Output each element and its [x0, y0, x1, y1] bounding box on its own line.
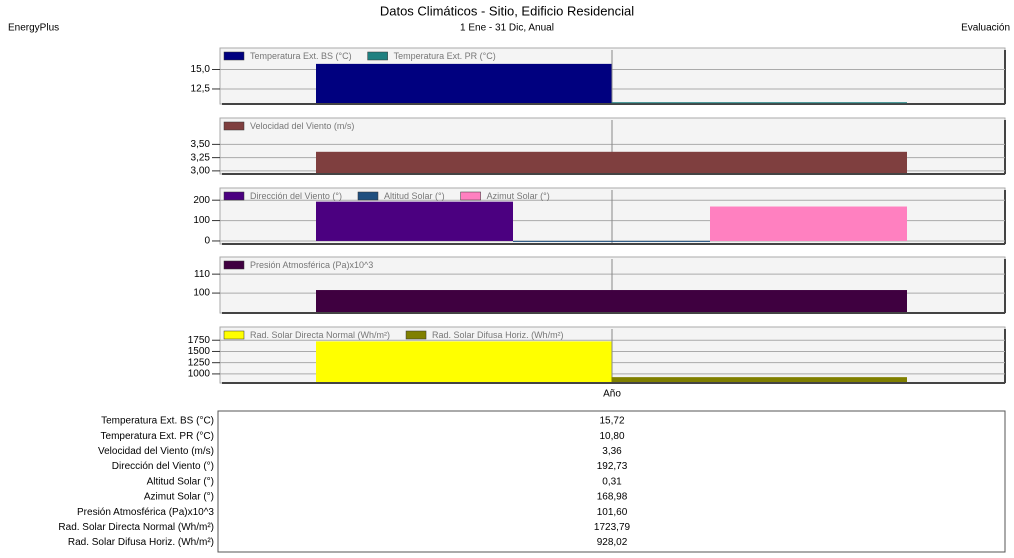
y-tick-label: 100 — [193, 215, 210, 226]
row-value: 101,60 — [597, 507, 628, 518]
y-tick-label: 1000 — [188, 369, 211, 380]
bar — [316, 290, 907, 312]
bar — [611, 377, 907, 382]
table-box — [217, 410, 1006, 553]
legend-swatch — [223, 330, 245, 340]
y-tick-label: 3,00 — [191, 166, 211, 177]
legend-label: Velocidad del Viento (m/s) — [250, 121, 354, 131]
y-tick-label: 1250 — [188, 357, 211, 368]
legend-swatch — [223, 121, 245, 131]
legend-swatch — [405, 330, 427, 340]
x-axis-label: Año — [603, 389, 621, 400]
row-value: 3,36 — [602, 446, 622, 457]
legend-swatch — [223, 260, 245, 270]
legend-label: Altitud Solar (°) — [384, 191, 445, 201]
legend-label: Dirección del Viento (°) — [250, 191, 342, 201]
row-value: 10,80 — [599, 431, 624, 442]
y-tick-label: 3,50 — [191, 139, 211, 150]
legend-label: Rad. Solar Directa Normal (Wh/m²) — [250, 330, 390, 340]
row-label: Rad. Solar Difusa Horiz. (Wh/m²) — [68, 537, 214, 548]
row-label: Rad. Solar Directa Normal (Wh/m²) — [58, 522, 214, 533]
row-label: Presión Atmosférica (Pa)x10^3 — [77, 507, 214, 518]
title: Datos Climáticos - Sitio, Edificio Resid… — [380, 3, 634, 18]
bar — [710, 206, 907, 241]
row-value: 168,98 — [597, 492, 628, 503]
legend-swatch — [357, 191, 379, 201]
legend-swatch — [367, 51, 388, 61]
subtitle: 1 Ene - 31 Dic, Anual — [460, 23, 554, 34]
bar — [316, 341, 612, 382]
row-value: 1723,79 — [594, 522, 631, 533]
legend-swatch — [223, 51, 245, 61]
legend-swatch — [460, 191, 481, 201]
row-label: Temperatura Ext. PR (°C) — [101, 431, 214, 442]
row-label: Azimut Solar (°) — [144, 492, 214, 503]
y-tick-label: 200 — [193, 195, 210, 206]
row-value: 928,02 — [597, 537, 628, 548]
row-value: 192,73 — [597, 461, 628, 472]
row-label: Dirección del Viento (°) — [112, 461, 214, 472]
row-label: Temperatura Ext. BS (°C) — [101, 416, 214, 427]
report-name: Evaluación — [961, 23, 1010, 34]
bar — [316, 201, 513, 241]
app-name: EnergyPlus — [8, 23, 59, 34]
row-label: Velocidad del Viento (m/s) — [98, 446, 214, 457]
y-tick-label: 3,25 — [191, 152, 211, 163]
legend-swatch — [223, 191, 245, 201]
y-tick-label: 100 — [193, 288, 210, 299]
row-value: 0,31 — [602, 476, 622, 487]
legend-label: Azimut Solar (°) — [487, 191, 550, 201]
bar — [316, 63, 612, 103]
y-tick-label: 12,5 — [191, 84, 211, 95]
row-value: 15,72 — [599, 416, 624, 427]
y-tick-label: 110 — [194, 269, 210, 280]
legend-label: Presión Atmosférica (Pa)x10^3 — [250, 260, 373, 270]
y-tick-label: 0 — [204, 236, 210, 247]
legend-label: Rad. Solar Difusa Horiz. (Wh/m²) — [432, 330, 564, 340]
row-label: Altitud Solar (°) — [147, 476, 214, 487]
y-tick-label: 15,0 — [191, 64, 211, 75]
bar — [513, 240, 710, 242]
legend-label: Temperatura Ext. PR (°C) — [394, 51, 496, 61]
bar — [611, 102, 907, 104]
y-tick-label: 1500 — [188, 346, 211, 357]
legend-label: Temperatura Ext. BS (°C) — [250, 51, 352, 61]
bar — [316, 151, 907, 173]
y-tick-label: 1750 — [188, 335, 211, 346]
